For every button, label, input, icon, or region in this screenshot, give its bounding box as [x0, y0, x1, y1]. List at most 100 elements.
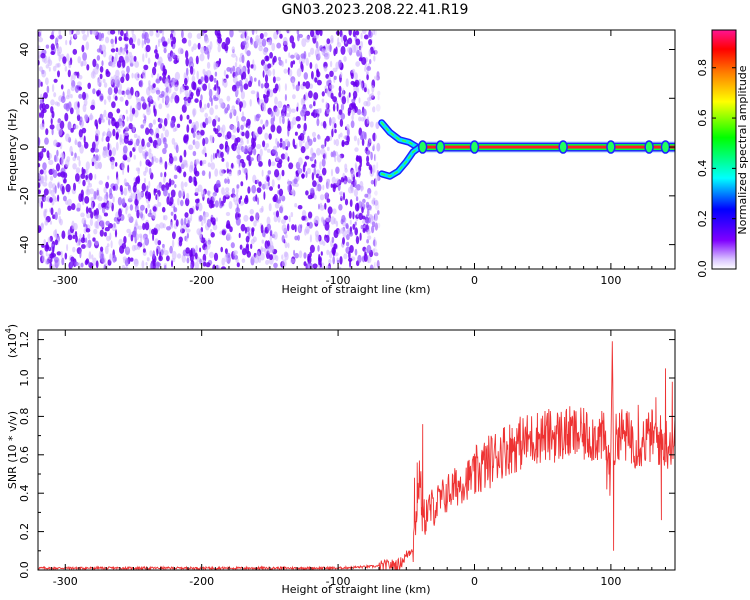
noise-blob	[162, 96, 165, 104]
noise-blob	[313, 137, 317, 143]
noise-blob	[258, 161, 263, 167]
noise-blob	[325, 237, 327, 242]
noise-blob	[181, 254, 186, 263]
noise-blob	[311, 163, 316, 168]
noise-blob	[338, 85, 342, 93]
noise-blob	[145, 159, 151, 166]
noise-blob	[135, 72, 140, 81]
noise-blob	[157, 137, 161, 144]
noise-blob	[180, 225, 183, 234]
noise-blob	[81, 127, 87, 134]
noise-blob	[251, 30, 255, 36]
noise-blob	[147, 95, 153, 102]
noise-blob	[322, 184, 325, 191]
noise-blob	[312, 180, 317, 188]
noise-blob	[89, 112, 93, 121]
noise-blob	[54, 239, 58, 246]
noise-blob	[66, 53, 70, 62]
noise-blob	[292, 94, 296, 100]
noise-blob	[302, 116, 305, 121]
noise-blob	[151, 228, 155, 235]
noise-blob	[149, 262, 154, 269]
noise-blob	[348, 231, 354, 237]
noise-blob	[367, 142, 371, 148]
noise-blob	[209, 74, 214, 82]
y-tick-label: 40	[18, 43, 31, 57]
noise-blob	[335, 178, 340, 186]
noise-blob	[156, 144, 159, 149]
noise-blob	[354, 221, 357, 226]
noise-blob	[217, 132, 223, 138]
noise-blob	[238, 232, 241, 239]
noise-blob	[163, 117, 168, 127]
noise-blob	[355, 38, 361, 46]
noise-blob	[190, 264, 193, 269]
noise-blob	[52, 30, 55, 34]
noise-blob	[208, 171, 211, 180]
noise-blob	[310, 30, 315, 38]
noise-blob	[68, 64, 72, 69]
noise-blob	[173, 30, 176, 38]
noise-blob	[327, 228, 331, 238]
noise-blob	[216, 149, 219, 154]
noise-blob	[60, 84, 64, 90]
noise-blob	[170, 120, 175, 129]
noise-blob	[214, 71, 218, 77]
noise-blob	[82, 179, 86, 187]
noise-blob	[305, 110, 311, 117]
noise-blob	[45, 77, 49, 85]
noise-blob	[196, 33, 202, 40]
noise-blob	[330, 168, 334, 177]
noise-blob	[268, 158, 272, 167]
noise-blob	[117, 128, 121, 133]
noise-blob	[348, 250, 351, 260]
noise-blob	[301, 215, 306, 221]
noise-blob	[196, 132, 202, 140]
noise-blob	[62, 154, 65, 162]
noise-blob	[273, 231, 278, 240]
noise-blob	[362, 228, 366, 233]
noise-blob	[209, 41, 213, 50]
noise-blob	[301, 98, 306, 104]
noise-blob	[262, 62, 268, 72]
noise-blob	[308, 90, 313, 99]
noise-blob	[195, 245, 198, 252]
noise-blob	[294, 252, 299, 259]
noise-blob	[262, 70, 265, 78]
noise-blob	[329, 117, 332, 126]
noise-blob	[255, 218, 260, 223]
noise-blob	[324, 202, 327, 210]
noise-blob	[305, 57, 309, 66]
noise-blob	[255, 194, 258, 202]
noise-blob	[370, 151, 373, 161]
noise-blob	[134, 142, 137, 150]
noise-blob	[326, 198, 331, 203]
noise-blob	[371, 221, 376, 228]
noise-blob	[356, 202, 359, 211]
noise-blob	[180, 181, 184, 190]
noise-blob	[330, 92, 334, 100]
noise-blob	[279, 142, 283, 148]
noise-blob	[163, 250, 169, 256]
noise-blob	[321, 98, 325, 103]
snr-series-line	[38, 341, 675, 570]
noise-blob	[108, 192, 113, 200]
noise-blob	[360, 32, 363, 40]
noise-blob	[119, 96, 124, 102]
y-tick-label: -40	[18, 236, 31, 254]
noise-blob	[92, 257, 97, 266]
noise-blob	[67, 198, 72, 208]
noise-blob	[91, 254, 94, 260]
noise-blob	[47, 237, 51, 243]
noise-blob	[171, 239, 175, 248]
noise-blob	[341, 141, 344, 147]
noise-blob	[74, 33, 78, 39]
noise-blob	[126, 30, 129, 34]
noise-blob	[50, 189, 55, 197]
noise-blob	[266, 223, 272, 231]
noise-blob	[200, 46, 206, 54]
noise-blob	[103, 264, 107, 269]
noise-blob	[260, 119, 263, 125]
noise-blob	[352, 223, 356, 230]
noise-blob	[298, 157, 303, 166]
